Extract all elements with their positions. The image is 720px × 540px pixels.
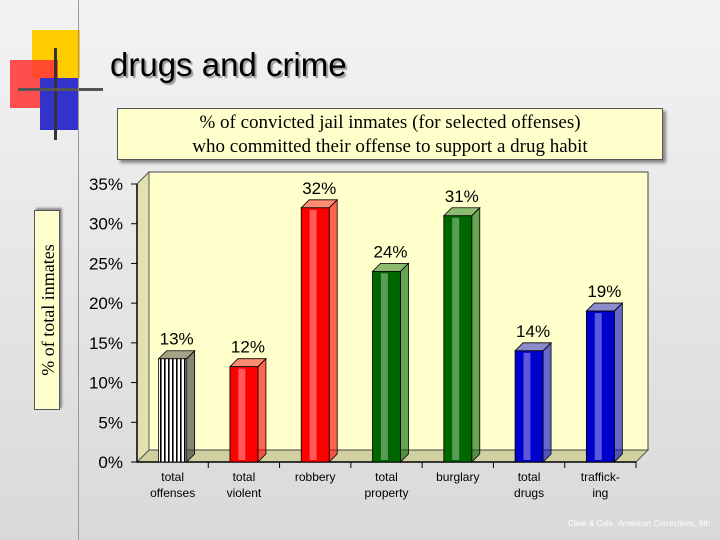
bar (514, 341, 553, 463)
y-tick-label: 35% (89, 175, 123, 194)
y-tick-label: 0% (98, 453, 123, 472)
bar-side (328, 198, 338, 463)
bar-side (613, 302, 623, 463)
bar-front (585, 310, 615, 463)
credit-edition: , 6th (694, 519, 710, 528)
x-tick-label: total (161, 470, 184, 484)
bar-highlight (309, 209, 317, 460)
source-credit: Clear & Cole, American Corrections, 6th (568, 519, 710, 528)
data-label: 12% (231, 338, 265, 357)
bar (300, 198, 339, 463)
x-tick-label: total (518, 470, 541, 484)
x-tick-label: total (375, 470, 398, 484)
bar (228, 357, 267, 463)
credit-book: American Corrections (617, 519, 695, 528)
x-tick-label-line2: property (364, 486, 408, 500)
bar (585, 302, 624, 463)
bar-front (229, 366, 259, 463)
data-label: 14% (516, 322, 550, 341)
deco-vertical-line (54, 48, 57, 140)
y-tick-label: 25% (89, 254, 123, 273)
bar-highlight (523, 352, 531, 460)
data-label: 24% (373, 242, 407, 261)
bar (442, 206, 481, 463)
bar-front (158, 358, 188, 463)
chart-title: % of convicted jail inmates (for selecte… (117, 108, 663, 160)
data-label: 19% (587, 282, 621, 301)
y-tick-label: 30% (89, 215, 123, 234)
x-tick-label-line2: ing (592, 486, 608, 500)
y-tick-label: 20% (89, 294, 123, 313)
bar-side (542, 341, 552, 463)
deco-vertical-guide (78, 0, 79, 540)
credit-authors: Clear & Cole, (567, 519, 618, 528)
x-tick-label: robbery (295, 470, 336, 484)
data-label: 13% (160, 330, 194, 349)
x-tick-label: burglary (436, 470, 479, 484)
bar (371, 262, 410, 463)
slide-title: drugs and crime (110, 46, 347, 83)
x-tick-label: traffick- (581, 470, 620, 484)
chart-title-line1: % of convicted jail inmates (for selecte… (199, 112, 581, 133)
bar-side (471, 206, 481, 463)
chart-title-line2: who committed their offense to support a… (192, 136, 588, 157)
bar-side (257, 357, 267, 463)
data-label: 31% (445, 187, 479, 206)
bar-front (443, 215, 473, 463)
plot-side-wall (136, 170, 150, 464)
bar (157, 349, 196, 463)
x-tick-label: total (233, 470, 256, 484)
deco-blue-square (40, 78, 78, 130)
data-label: 32% (302, 179, 336, 198)
x-tick-label-line2: violent (227, 486, 262, 500)
x-tick-label-line2: offenses (150, 486, 195, 500)
bar-highlight (452, 217, 460, 460)
y-tick-label: 5% (98, 413, 123, 432)
bar-side (186, 349, 196, 463)
bar-front (372, 270, 401, 463)
bar-front (514, 350, 544, 463)
bar-side (400, 262, 409, 463)
bar-front (300, 207, 330, 463)
bar-highlight (238, 368, 246, 460)
deco-horizontal-line (18, 88, 103, 91)
x-tick-label-line2: drugs (514, 486, 544, 500)
y-tick-label: 15% (89, 334, 123, 353)
bar-highlight (594, 313, 602, 460)
y-tick-label: 10% (89, 374, 123, 393)
bar-highlight (380, 273, 388, 460)
